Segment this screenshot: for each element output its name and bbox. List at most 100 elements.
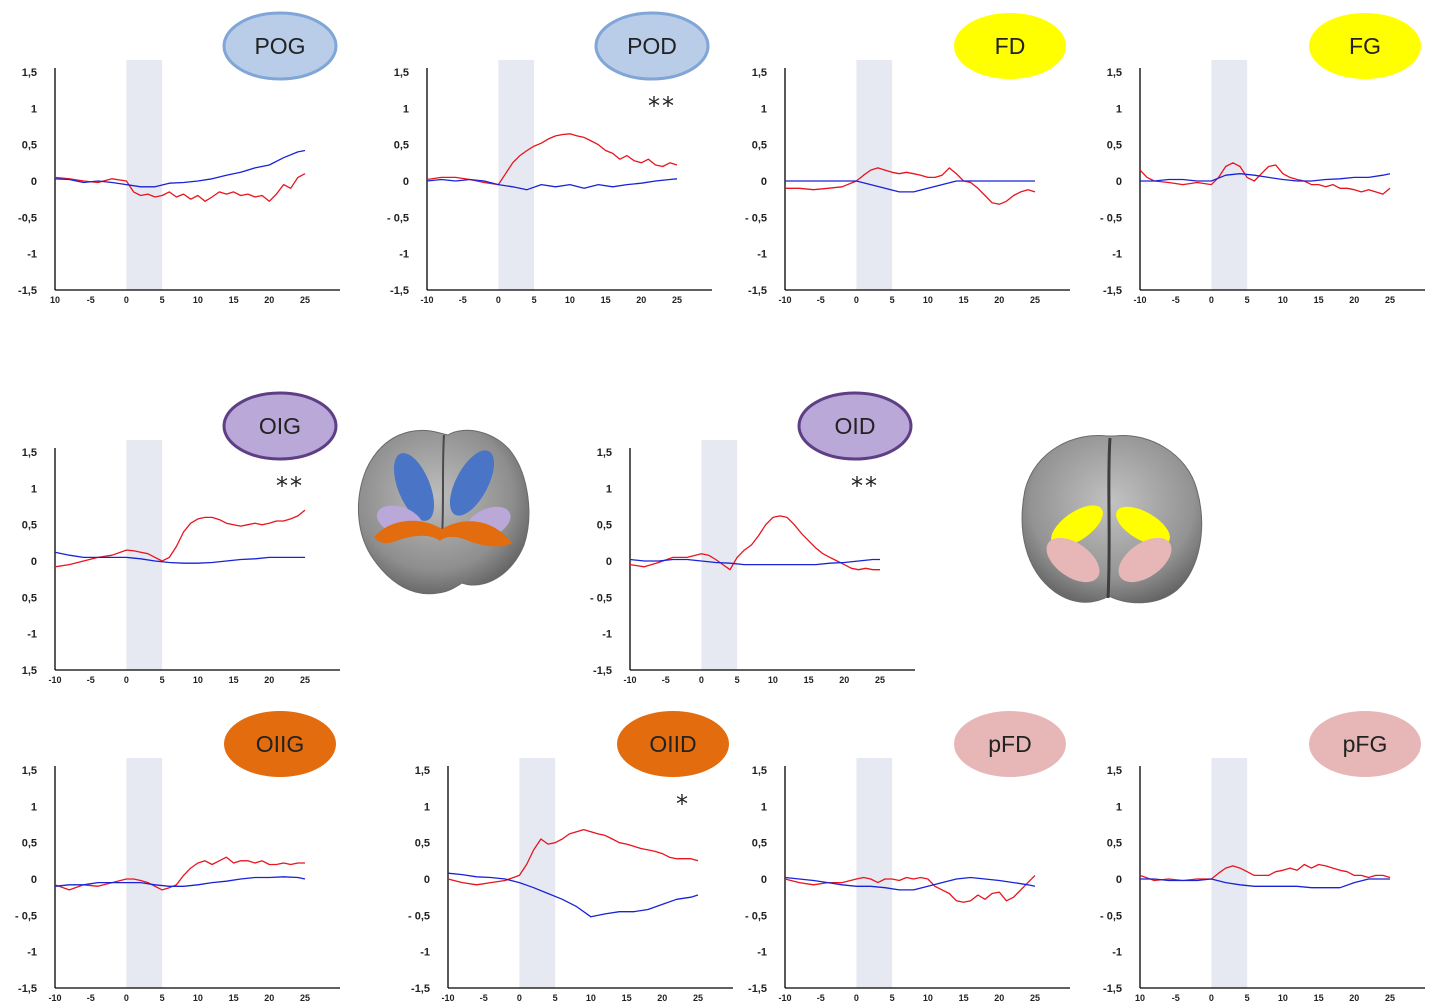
x-tick-label: 10 <box>923 993 933 1003</box>
region-badge <box>594 11 710 81</box>
x-tick-label: 15 <box>229 675 239 685</box>
y-tick-label: 0,5 <box>752 140 767 152</box>
x-tick-label: -5 <box>662 675 670 685</box>
y-tick-label: - 0,5 <box>745 910 767 922</box>
region-badge-label: OID <box>835 413 876 439</box>
region-badge-label: POG <box>254 33 305 59</box>
region-badge <box>954 13 1066 79</box>
y-tick-label: -1 <box>420 947 430 959</box>
x-tick-label: 15 <box>229 993 239 1003</box>
series-line-blue <box>785 180 1035 193</box>
y-tick-label: 0,5 <box>22 838 37 850</box>
region-badge-label: OIIG <box>256 731 305 757</box>
x-tick-label: 25 <box>875 675 885 685</box>
x-tick-label: 25 <box>1030 295 1040 305</box>
chart-fg: 1,5 1 0,5 0 - 0,5 -1 -1,5 -10 -5 0 5 10 15 20 25 FG <box>1085 10 1425 305</box>
y-tick-label: 0 <box>31 176 37 188</box>
chart-svg: 1,5 1 0,5 0 - 0,5 -1 -1,5 -10 -5 0 5 10 15 20 25 POD ** <box>387 11 712 305</box>
y-tick-label: - 0,5 <box>590 592 612 604</box>
y-tick-label: 0,5 <box>415 838 430 850</box>
y-tick-label: 0,5 <box>22 520 37 532</box>
brain-midline <box>1106 437 1112 599</box>
region-badge <box>954 711 1066 777</box>
y-tick-label: -1,5 <box>390 285 409 297</box>
y-tick-label: 0,5 <box>752 838 767 850</box>
x-tick-label: -5 <box>87 993 95 1003</box>
region-badge-label: FG <box>1349 33 1381 59</box>
series-line-red <box>447 828 699 886</box>
y-tick-label: 1 <box>1116 801 1122 813</box>
y-tick-label: -1,5 <box>593 665 612 677</box>
x-tick-label: 20 <box>994 295 1004 305</box>
x-tick-label: 25 <box>693 993 703 1003</box>
y-tick-label: -1,5 <box>1103 983 1122 995</box>
region-blue-right <box>449 450 495 516</box>
x-tick-label: 0 <box>517 993 522 1003</box>
y-tick-label: 1,5 <box>394 67 409 79</box>
series-line-blue <box>54 149 306 188</box>
x-tick-label: 15 <box>959 295 969 305</box>
region-badge <box>222 11 338 81</box>
stimulus-band <box>856 758 893 988</box>
x-tick-label: 0 <box>124 993 129 1003</box>
region-badge-label: OIID <box>649 731 696 757</box>
x-tick-label: 20 <box>994 993 1004 1003</box>
chart-svg: 1,5 1 0,5 0 - 0,5 -1 -1,5 10 -5 0 5 10 15 20 25 pFG <box>1100 711 1425 1003</box>
posterior-brain-view <box>1021 434 1203 604</box>
y-tick-label: - 0,5 <box>15 910 37 922</box>
stimulus-band <box>498 60 535 290</box>
x-tick-label: -5 <box>87 295 95 305</box>
y-tick-label: -1 <box>1112 249 1122 261</box>
y-tick-label: -1 <box>399 249 409 261</box>
y-tick-label: 1,5 <box>752 67 767 79</box>
x-tick-label: -10 <box>420 295 433 305</box>
y-tick-label: 1,5 <box>1107 67 1122 79</box>
y-tick-label: -1,5 <box>1103 285 1122 297</box>
series-line-red <box>1139 162 1391 195</box>
y-tick-label: 0 <box>31 874 37 886</box>
y-tick-label: 0,5 <box>597 520 612 532</box>
x-tick-label: 5 <box>160 993 165 1003</box>
chart-svg: 1,5 1 0,5 0 - 0,5 -1 -1,5 -10 -5 0 5 10 15 20 25 OIIG <box>15 711 340 1003</box>
chart-pog: 1,5 1 0,5 0 -0,5 -1 -1,5 10 -5 0 5 10 15 20 25 POG <box>0 10 340 305</box>
stimulus-band <box>126 758 163 988</box>
series-line-blue <box>784 876 1036 891</box>
x-tick-label: 25 <box>1030 993 1040 1003</box>
x-tick-label: -5 <box>1172 295 1180 305</box>
region-yellow-right <box>1116 506 1170 546</box>
y-tick-label: 1 <box>761 103 767 115</box>
y-tick-label: - 0,5 <box>745 212 767 224</box>
y-tick-label: 0 <box>1116 874 1122 886</box>
x-tick-label: 25 <box>1385 993 1395 1003</box>
x-tick-label: 5 <box>735 675 740 685</box>
x-tick-label: -10 <box>48 675 61 685</box>
x-tick-label: -5 <box>480 993 488 1003</box>
x-tick-label: -5 <box>459 295 467 305</box>
chart-svg: 1,5 1 0,5 0 - 0,5 -1 -1,5 -10 -5 0 5 10 15 20 25 pFD <box>745 711 1070 1003</box>
x-tick-label: 15 <box>601 295 611 305</box>
x-tick-label: 10 <box>1278 295 1288 305</box>
x-tick-label: -5 <box>87 675 95 685</box>
y-tick-label: -1,5 <box>411 983 430 995</box>
y-tick-label: 1 <box>31 103 37 115</box>
series-line-red <box>629 515 880 571</box>
region-pink-right <box>1118 537 1172 583</box>
stimulus-band <box>1211 758 1248 988</box>
series-line-red <box>784 874 1036 903</box>
x-tick-label: -10 <box>778 295 791 305</box>
stimulus-band <box>126 60 163 290</box>
y-tick-label: 0,5 <box>1107 838 1122 850</box>
x-tick-label: -5 <box>817 993 825 1003</box>
chart-svg: 1,5 1 0,5 0 - 0,5 -1 -1,5 -10 -5 0 5 10 15 20 25 OID ** <box>590 391 915 685</box>
chart-oid: 1,5 1 0,5 0 - 0,5 -1 -1,5 -10 -5 0 5 10 15 20 25 OID ** <box>575 390 915 685</box>
y-tick-label: 1,5 <box>1107 765 1122 777</box>
x-tick-label: 25 <box>672 295 682 305</box>
chart-pfg: 1,5 1 0,5 0 - 0,5 -1 -1,5 10 -5 0 5 10 15 20 25 pFG <box>1085 708 1425 1003</box>
stimulus-band <box>519 758 556 988</box>
x-tick-label: 20 <box>1349 295 1359 305</box>
chart-svg: 1,5 1 0,5 0 - 0,5 -1 -1,5 -10 -5 0 5 10 15 20 25 FG <box>1100 13 1425 305</box>
y-tick-label: -1 <box>27 249 37 261</box>
chart-svg: 1,5 1 0,5 0 -0,5 -1 -1,5 10 -5 0 5 10 15 20 25 POG <box>18 11 340 305</box>
x-tick-label: 15 <box>1314 993 1324 1003</box>
chart-oiig: 1,5 1 0,5 0 - 0,5 -1 -1,5 -10 -5 0 5 10 15 20 25 OIIG <box>0 708 340 1003</box>
